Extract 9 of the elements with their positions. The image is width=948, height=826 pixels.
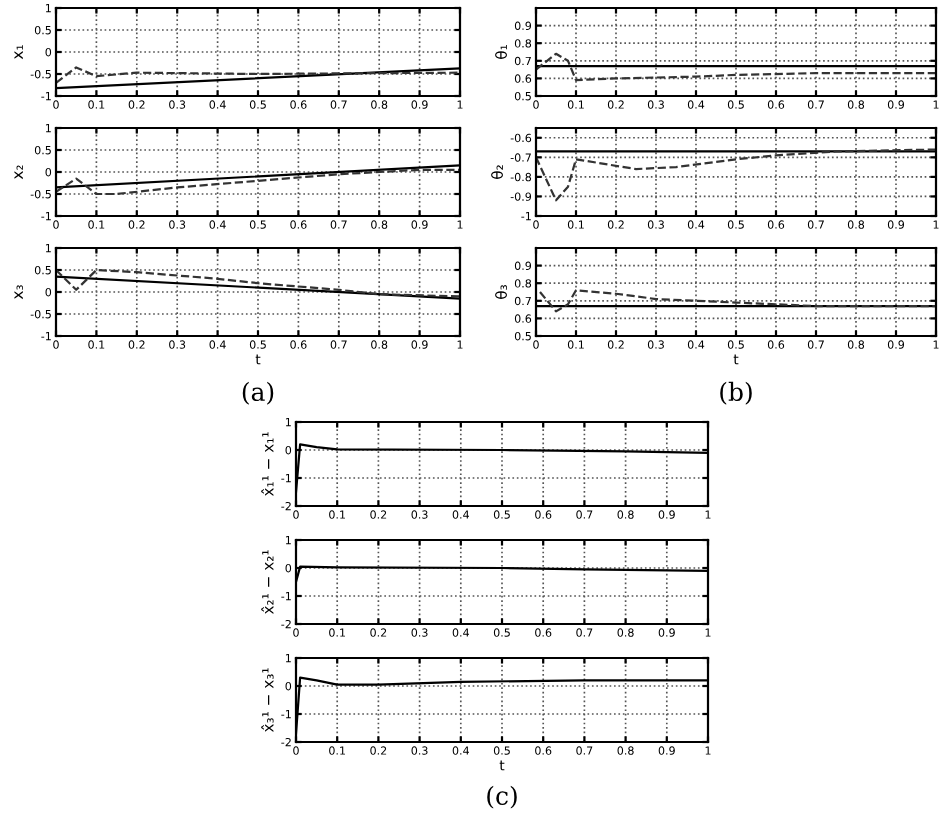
line-series: [538, 289, 936, 313]
line-series: [56, 168, 460, 196]
text: (a): [242, 381, 274, 405]
line-series: [536, 52, 936, 82]
line-series: [536, 148, 936, 202]
line-series: [56, 268, 460, 298]
text: (b): [720, 381, 752, 405]
text: (c): [487, 785, 517, 809]
line-series: [56, 66, 460, 84]
